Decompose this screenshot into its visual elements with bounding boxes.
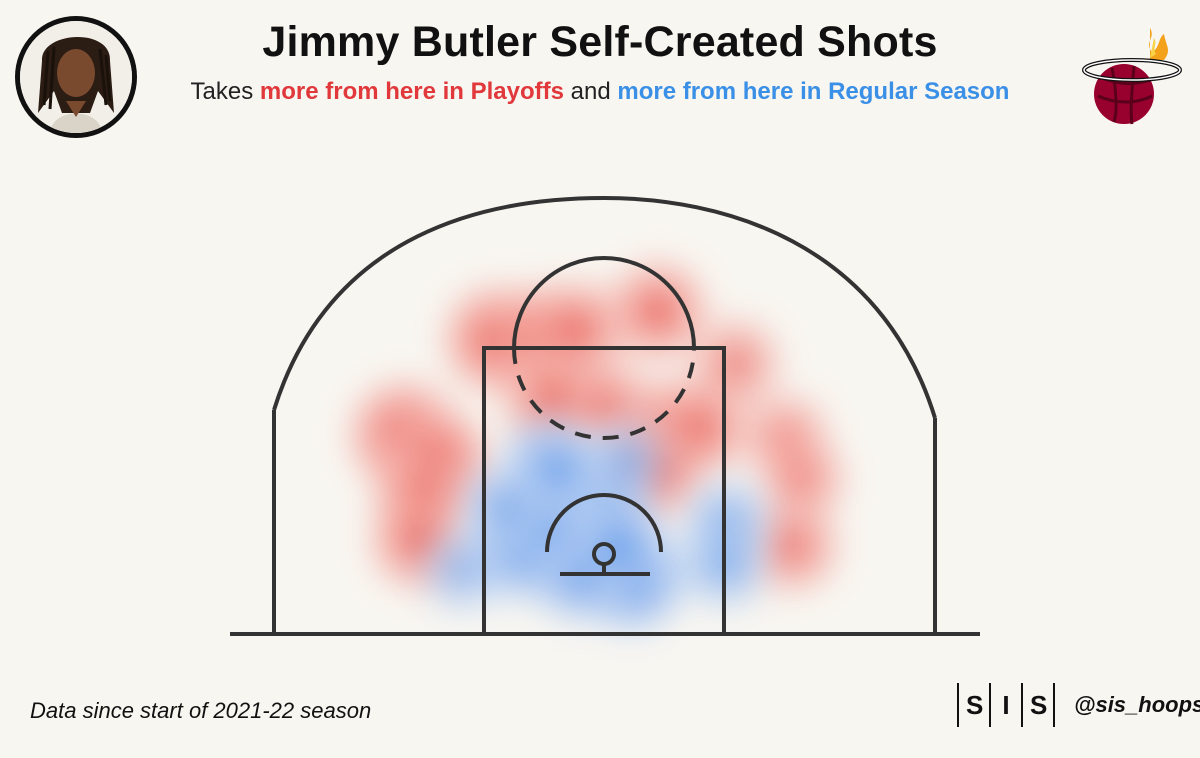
restricted-area: [545, 493, 663, 553]
regular-season-density-layer: [422, 418, 770, 631]
legend-playoffs: more from here in Playoffs: [259, 78, 564, 105]
playoffs-hotspot-core: [585, 384, 626, 425]
sis-letter: S: [966, 689, 984, 720]
regular-season-hotspot-core: [607, 444, 643, 481]
playoffs-hotspot-core: [771, 525, 813, 567]
chart-title: Jimmy Butler Self-Created Shots: [262, 18, 938, 66]
rim: [592, 542, 616, 566]
paint: [482, 346, 726, 636]
subtitle-prefix: Takes: [190, 78, 260, 105]
sis-bar: [1021, 683, 1023, 727]
sis-logo: S I S: [950, 683, 1062, 727]
sis-bar: [1053, 683, 1055, 727]
playoffs-hotspot-core: [783, 460, 821, 498]
legend-regular-season: more from here in Regular Season: [617, 78, 1010, 105]
player-headshot-icon: [15, 16, 137, 138]
playoffs-hotspot-core: [634, 287, 681, 334]
free-throw-circle-bottom: [512, 347, 696, 440]
free-throw-circle-top: [512, 256, 696, 349]
subtitle-mid: and: [563, 78, 618, 105]
sis-bar: [957, 683, 959, 727]
regular-season-hotspot-core: [539, 452, 580, 493]
playoffs-hotspot-core: [554, 307, 600, 353]
social-handle: @sis_hoops: [1074, 692, 1200, 717]
sis-letter: S: [1030, 689, 1048, 720]
sis-letter: I: [1002, 689, 1010, 720]
data-footnote: Data since start of 2021-22 season: [30, 698, 372, 723]
regular-season-hotspot-core: [485, 488, 525, 527]
chart-subtitle: Takes more from here in Playoffs and mor…: [0, 78, 1200, 106]
sis-bar: [989, 683, 991, 727]
miami-heat-logo-icon: [1080, 20, 1190, 130]
regular-season-hotspot-core: [597, 524, 641, 568]
court-lines: [230, 195, 980, 636]
three-point-arc: [272, 195, 937, 419]
regular-season-hotspot-core: [446, 553, 480, 587]
brand-mark: S I S @sis_hoops: [950, 680, 1200, 730]
